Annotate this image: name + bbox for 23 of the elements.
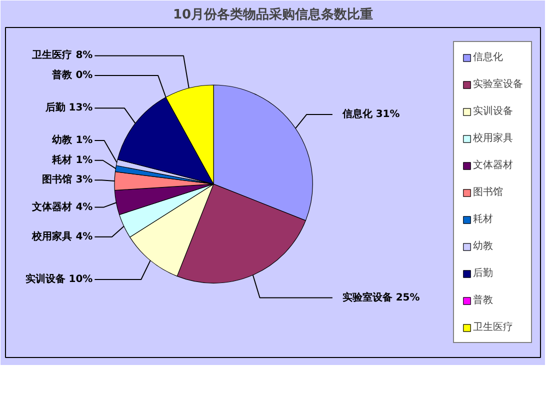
chart-title: 10月份各类物品采购信息条数比重: [172, 6, 374, 22]
category-label: 后勤 13%: [45, 102, 93, 114]
category-label: 实验室设备 25%: [342, 292, 420, 304]
category-label: 信息化 31%: [342, 108, 400, 120]
legend-label: 卫生医疗: [473, 320, 513, 334]
legend-label: 耗材: [473, 212, 493, 226]
legend-label: 文体器材: [473, 158, 513, 172]
category-label: 普教 0%: [52, 70, 93, 82]
legend-label: 后勤: [473, 266, 493, 280]
legend-label: 信息化: [473, 50, 503, 64]
category-label: 卫生医疗 8%: [32, 50, 93, 62]
category-label: 幼教 1%: [52, 135, 93, 146]
legend-label: 校用家具: [473, 132, 513, 145]
category-label: 耗材 1%: [52, 154, 93, 166]
legend-label: 普教: [473, 294, 493, 307]
category-label: 文体器材 4%: [32, 202, 93, 213]
legend-label: 幼教: [473, 240, 493, 253]
category-label: 图书馆 3%: [42, 174, 93, 186]
category-label: 实训设备 10%: [25, 274, 93, 286]
legend-label: 实训设备: [473, 104, 513, 118]
category-label: 校用家具 4%: [32, 231, 93, 242]
legend-label: 图书馆: [473, 186, 503, 199]
legend-label: 实验室设备: [473, 78, 523, 91]
